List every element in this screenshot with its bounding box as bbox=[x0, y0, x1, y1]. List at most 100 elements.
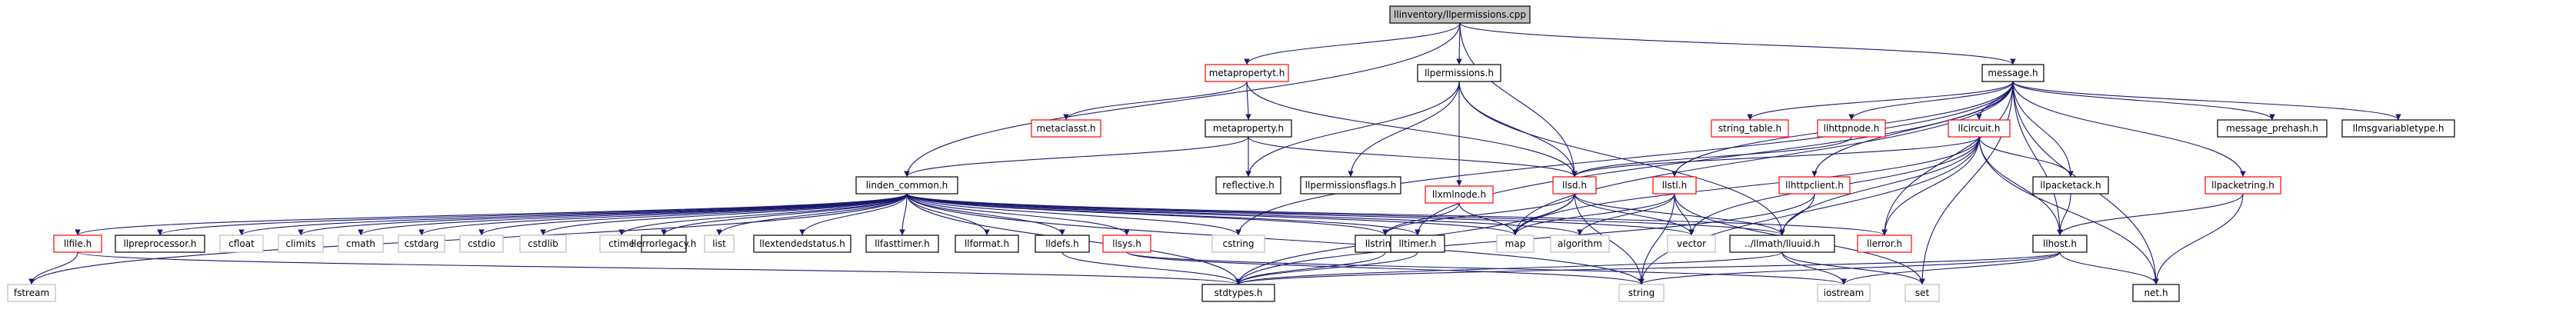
node-iostream: iostream bbox=[1817, 284, 1871, 302]
node-box-iostream bbox=[1817, 284, 1871, 302]
node-label-llfasttimer: llfasttimer.h bbox=[875, 238, 930, 249]
node-llextendedstatus[interactable]: llextendedstatus.h bbox=[753, 235, 851, 253]
edge-linden_common-to-climits bbox=[298, 193, 908, 236]
node-llhost[interactable]: llhost.h bbox=[2032, 235, 2088, 253]
edge-message-to-llmsgvariabletype bbox=[2012, 81, 2401, 121]
node-box-string bbox=[1618, 284, 1665, 302]
node-llfasttimer[interactable]: llfasttimer.h bbox=[865, 235, 939, 253]
node-label-llpermissionsflags: llpermissionsflags.h bbox=[1305, 180, 1397, 191]
edge-llhttpclient-to-lluuid bbox=[1779, 193, 1815, 236]
node-llxmlnode[interactable]: llxmlnode.h bbox=[1425, 185, 1494, 204]
edge-llpacketring-to-llhost bbox=[2057, 193, 2244, 236]
node-linden_common[interactable]: linden_common.h bbox=[855, 176, 958, 195]
edge-root-to-message bbox=[1459, 22, 2016, 65]
node-box-metaproperty bbox=[1205, 119, 1292, 138]
node-label-set: set bbox=[1915, 288, 1930, 298]
node-metapropertyt[interactable]: metapropertyt.h bbox=[1205, 64, 1289, 82]
edge-llpacketack-to-llhost bbox=[2057, 193, 2071, 236]
edge-llpermissions_h-to-llpermissionsflags bbox=[1348, 81, 1460, 178]
node-llpermissionsflags[interactable]: llpermissionsflags.h bbox=[1300, 176, 1401, 195]
node-llfile[interactable]: llfile.h bbox=[53, 235, 102, 253]
edge-metapropertyt-to-metaclasst bbox=[1063, 81, 1248, 121]
node-label-llextendedstatus: llextendedstatus.h bbox=[759, 238, 845, 249]
node-label-llerror: llerror.h bbox=[1867, 238, 1902, 249]
edge-llhost-to-stdtypes bbox=[1235, 251, 2061, 285]
node-message_prehash[interactable]: message_prehash.h bbox=[2217, 119, 2328, 138]
edge-llsys-to-string bbox=[1126, 251, 1645, 285]
node-label-llhttpnode: llhttpnode.h bbox=[1824, 123, 1880, 134]
node-llcircuit[interactable]: llcircuit.h bbox=[1948, 119, 2011, 138]
edge-llstring-to-stdtypes bbox=[1235, 251, 1386, 285]
edge-linden_common-to-algorithm bbox=[906, 193, 1583, 236]
node-stdtypes[interactable]: stdtypes.h bbox=[1201, 284, 1275, 302]
node-box-string_table bbox=[1711, 119, 1789, 138]
node-llpacketring[interactable]: llpacketring.h bbox=[2204, 176, 2281, 195]
node-box-cmath bbox=[338, 235, 384, 253]
node-box-llxmlnode bbox=[1425, 185, 1494, 204]
edge-message-to-lltimer bbox=[1415, 81, 2014, 236]
node-vector: vector bbox=[1667, 235, 1716, 253]
node-label-metaproperty: metaproperty.h bbox=[1213, 123, 1284, 134]
edge-lluuid-to-set bbox=[1781, 251, 1925, 285]
node-net[interactable]: net.h bbox=[2132, 284, 2180, 302]
edge-llcircuit-to-llsd bbox=[1571, 136, 1980, 178]
node-lluuid[interactable]: ../llmath/lluuid.h bbox=[1729, 235, 1835, 253]
node-box-stdtypes bbox=[1201, 284, 1275, 302]
edge-message-to-map bbox=[1512, 81, 2014, 236]
node-label-metaclasst: metaclasst.h bbox=[1036, 123, 1095, 134]
node-label-llxmlnode: llxmlnode.h bbox=[1432, 189, 1486, 200]
node-box-cstring bbox=[1211, 235, 1265, 253]
node-label-ctime: ctime bbox=[608, 238, 635, 249]
edge-linden_common-to-cstdarg bbox=[418, 193, 908, 236]
node-llmsgvariabletype[interactable]: llmsgvariabletype.h bbox=[2341, 119, 2455, 138]
node-llformat[interactable]: llformat.h bbox=[955, 235, 1019, 253]
edge-root-to-metapropertyt bbox=[1244, 22, 1461, 65]
node-llerror[interactable]: llerror.h bbox=[1857, 235, 1912, 253]
node-metaproperty[interactable]: metaproperty.h bbox=[1205, 119, 1292, 138]
node-reflective[interactable]: reflective.h bbox=[1215, 176, 1281, 195]
node-cstdio: cstdio bbox=[459, 235, 504, 253]
node-label-reflective: reflective.h bbox=[1222, 180, 1275, 191]
node-llpacketack[interactable]: llpacketack.h bbox=[2032, 176, 2109, 195]
edge-llcircuit-to-llpacketack bbox=[1978, 136, 2074, 178]
edge-linden_common-to-cmath bbox=[358, 193, 908, 236]
node-box-llextendedstatus bbox=[753, 235, 851, 253]
edge-linden_common-to-cfloat bbox=[238, 193, 908, 236]
node-string_table[interactable]: string_table.h bbox=[1711, 119, 1789, 138]
edge-llhost-to-iostream bbox=[1841, 251, 2061, 285]
node-llhttpnode[interactable]: llhttpnode.h bbox=[1817, 119, 1886, 138]
node-message[interactable]: message.h bbox=[1981, 64, 2044, 82]
edge-lluuid-to-iostream bbox=[1781, 251, 1847, 285]
node-llsys[interactable]: llsys.h bbox=[1102, 235, 1151, 253]
node-box-llpermissions_h bbox=[1417, 64, 1501, 82]
node-label-llmsgvariabletype: llmsgvariabletype.h bbox=[2353, 123, 2444, 134]
node-lltimer[interactable]: lltimer.h bbox=[1390, 235, 1445, 253]
edge-linden_common-to-map bbox=[906, 193, 1518, 236]
node-box-llhost bbox=[2032, 235, 2088, 253]
node-label-llstl: llstl.h bbox=[1662, 180, 1687, 191]
node-label-algorithm: algorithm bbox=[1558, 238, 1602, 249]
node-box-algorithm bbox=[1550, 235, 1610, 253]
edge-message-to-llhost bbox=[2012, 81, 2063, 236]
node-label-cstdlib: cstdlib bbox=[528, 238, 558, 249]
node-llerrorlegacy[interactable]: llerrorlegacy.h bbox=[632, 235, 697, 253]
node-llpermissions_h[interactable]: llpermissions.h bbox=[1417, 64, 1501, 82]
edge-llcircuit-to-llerror bbox=[1881, 136, 1980, 236]
node-box-lltimer bbox=[1390, 235, 1445, 253]
edge-llstl-to-map bbox=[1512, 193, 1675, 236]
node-box-llpacketring bbox=[2204, 176, 2281, 195]
node-label-lltimer: lltimer.h bbox=[1398, 238, 1436, 249]
edge-message-to-llpacketack bbox=[2012, 81, 2074, 178]
node-llpreprocessor[interactable]: llpreprocessor.h bbox=[115, 235, 205, 253]
edge-metapropertyt-to-llsd bbox=[1246, 81, 1578, 178]
node-label-cfloat: cfloat bbox=[228, 238, 255, 249]
node-lldefs[interactable]: lldefs.h bbox=[1035, 235, 1090, 253]
node-box-climits bbox=[278, 235, 324, 253]
node-llsd[interactable]: llsd.h bbox=[1552, 176, 1597, 195]
edge-llfile-to-fstream bbox=[28, 251, 78, 285]
node-llstl[interactable]: llstl.h bbox=[1652, 176, 1697, 195]
node-box-cstdio bbox=[459, 235, 504, 253]
node-llhttpclient[interactable]: llhttpclient.h bbox=[1778, 176, 1851, 195]
edge-llstl-to-string bbox=[1638, 193, 1675, 285]
node-metaclasst[interactable]: metaclasst.h bbox=[1031, 119, 1101, 138]
